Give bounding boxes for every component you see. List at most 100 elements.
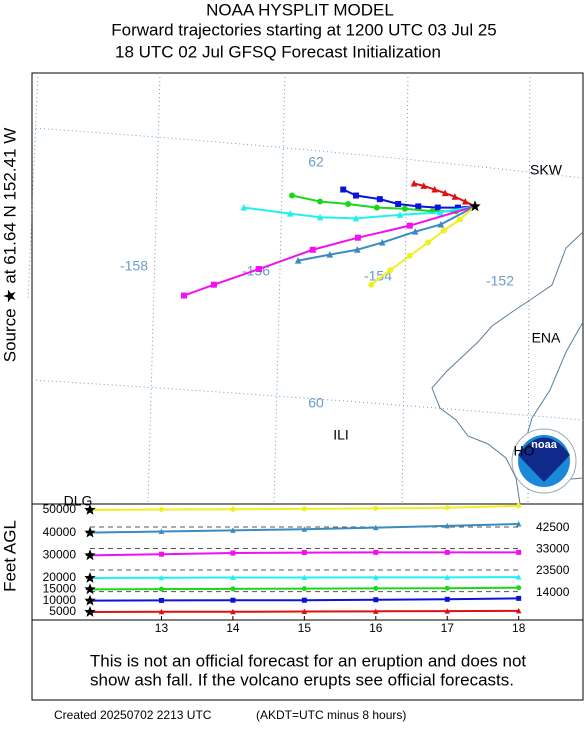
station-label: HO (514, 443, 535, 459)
start-star (84, 606, 96, 617)
marker (181, 292, 188, 299)
marker (441, 189, 449, 197)
station-label: DLG (64, 493, 93, 509)
lon-label: -158 (120, 258, 148, 274)
marker (316, 213, 324, 221)
reference-label: 14000 (536, 585, 570, 599)
marker (444, 522, 450, 529)
marker (437, 220, 445, 228)
marker (516, 595, 522, 601)
marker (210, 281, 217, 288)
start-star (84, 572, 96, 583)
marker (158, 586, 164, 592)
marker (415, 203, 422, 210)
marker (368, 281, 375, 288)
marker (373, 549, 379, 555)
marker (411, 228, 419, 235)
marker (454, 204, 461, 211)
marker (230, 597, 236, 603)
trajectory (183, 205, 476, 297)
marker (158, 608, 165, 615)
logo-text: noaa (531, 439, 558, 451)
x-tick-label: 13 (155, 621, 169, 635)
marker (410, 179, 418, 187)
y-tick-label: 10000 (43, 593, 77, 607)
marker (373, 608, 379, 614)
marker (230, 574, 236, 581)
y-tick-label: 5000 (49, 604, 76, 618)
marker (373, 597, 379, 603)
subtitle: Forward trajectories starting at 1200 UT… (111, 20, 497, 39)
marker (301, 586, 307, 592)
subtitle: 18 UTC 02 Jul GFSQ Forecast Initializati… (115, 42, 441, 61)
plot-frame (31, 503, 584, 621)
x-tick-label: 14 (226, 621, 240, 635)
marker (240, 203, 248, 211)
marker (158, 551, 164, 557)
graticule (27, 72, 584, 505)
marker (456, 216, 463, 223)
marker (353, 246, 361, 253)
marker (444, 596, 450, 602)
y-tick-label: 40000 (43, 525, 77, 539)
marker (516, 549, 522, 555)
marker (515, 574, 522, 580)
marker (516, 503, 522, 509)
marker (301, 608, 308, 615)
marker (395, 200, 402, 207)
marker (158, 574, 165, 581)
noaa-logo: noaa (511, 428, 577, 494)
marker (294, 257, 302, 264)
lat-label: 60 (308, 395, 324, 411)
disclaimer: This is not an official forecast for an … (90, 651, 527, 670)
y-tick-label: 15000 (43, 582, 77, 596)
start-star (84, 594, 96, 606)
marker (301, 574, 308, 581)
marker (326, 250, 334, 258)
marker (451, 193, 459, 200)
marker (353, 192, 360, 199)
marker (373, 524, 379, 531)
marker (516, 585, 522, 591)
x-tick-label: 16 (369, 621, 383, 635)
marker (288, 192, 295, 199)
lon-label: -154 (364, 268, 392, 284)
source-label: Source ★ at 61.64 N 152.41 W (0, 128, 19, 362)
marker (444, 549, 450, 555)
x-tick-label: 15 (298, 621, 312, 635)
marker (301, 550, 307, 556)
marker (444, 608, 450, 614)
lon-label: -152 (486, 273, 514, 289)
lat-label: 62 (308, 154, 324, 170)
marker (286, 210, 294, 217)
marker (396, 211, 404, 218)
marker (301, 506, 307, 512)
marker (436, 208, 444, 216)
marker (378, 238, 386, 246)
start-star (84, 504, 96, 515)
marker (158, 507, 164, 513)
marker (340, 186, 347, 193)
reference-label: 33000 (536, 542, 570, 556)
logo-bird (518, 437, 570, 482)
marker (317, 198, 324, 205)
marker (444, 574, 450, 580)
marker (354, 234, 361, 241)
start-star (84, 526, 96, 538)
marker (444, 505, 450, 511)
marker (373, 505, 379, 511)
y-tick-label: 20000 (43, 570, 77, 584)
reference-label: 23500 (536, 563, 570, 577)
station-label: ENA (532, 330, 561, 346)
marker (406, 222, 413, 229)
marker (230, 527, 236, 533)
marker (434, 204, 441, 211)
marker (352, 214, 360, 222)
y-tick-label: 30000 (43, 547, 77, 561)
start-star (84, 549, 96, 561)
start-star (84, 583, 96, 595)
marker (230, 550, 236, 556)
x-tick-label: 17 (441, 621, 455, 635)
marker (461, 197, 469, 205)
